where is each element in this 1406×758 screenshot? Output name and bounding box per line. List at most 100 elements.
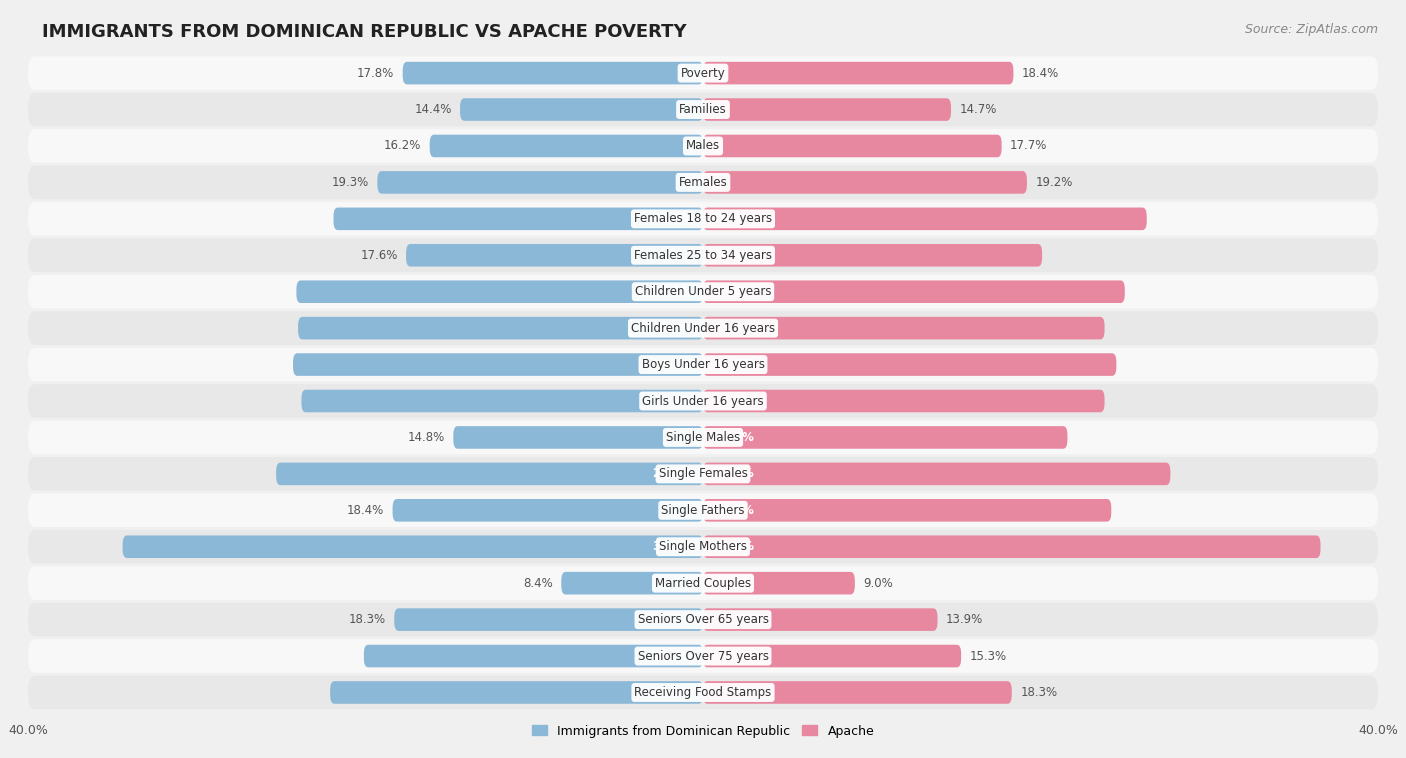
Text: Poverty: Poverty <box>681 67 725 80</box>
Text: 25.0%: 25.0% <box>713 285 754 298</box>
Text: 18.3%: 18.3% <box>349 613 385 626</box>
Text: 14.8%: 14.8% <box>408 431 444 444</box>
FancyBboxPatch shape <box>703 244 1042 267</box>
FancyBboxPatch shape <box>703 135 1001 157</box>
Text: Boys Under 16 years: Boys Under 16 years <box>641 358 765 371</box>
Text: Single Males: Single Males <box>666 431 740 444</box>
Text: 17.7%: 17.7% <box>1010 139 1047 152</box>
FancyBboxPatch shape <box>703 645 962 667</box>
Text: Males: Males <box>686 139 720 152</box>
Text: 17.8%: 17.8% <box>357 67 394 80</box>
FancyBboxPatch shape <box>453 426 703 449</box>
Legend: Immigrants from Dominican Republic, Apache: Immigrants from Dominican Republic, Apac… <box>527 719 879 743</box>
FancyBboxPatch shape <box>28 275 1378 309</box>
FancyBboxPatch shape <box>28 493 1378 527</box>
FancyBboxPatch shape <box>703 390 1105 412</box>
FancyBboxPatch shape <box>28 384 1378 418</box>
Text: Females 25 to 34 years: Females 25 to 34 years <box>634 249 772 262</box>
FancyBboxPatch shape <box>301 390 703 412</box>
Text: Seniors Over 75 years: Seniors Over 75 years <box>637 650 769 662</box>
FancyBboxPatch shape <box>28 639 1378 673</box>
Text: 22.1%: 22.1% <box>652 686 693 699</box>
FancyBboxPatch shape <box>28 239 1378 272</box>
Text: Source: ZipAtlas.com: Source: ZipAtlas.com <box>1244 23 1378 36</box>
FancyBboxPatch shape <box>297 280 703 303</box>
Text: 34.4%: 34.4% <box>652 540 693 553</box>
FancyBboxPatch shape <box>703 62 1014 84</box>
Text: 15.3%: 15.3% <box>970 650 1007 662</box>
Text: 18.3%: 18.3% <box>1021 686 1057 699</box>
Text: 27.7%: 27.7% <box>713 468 754 481</box>
FancyBboxPatch shape <box>703 99 950 121</box>
FancyBboxPatch shape <box>298 317 703 340</box>
FancyBboxPatch shape <box>28 566 1378 600</box>
FancyBboxPatch shape <box>28 166 1378 199</box>
FancyBboxPatch shape <box>703 681 1012 703</box>
FancyBboxPatch shape <box>28 92 1378 127</box>
Text: Girls Under 16 years: Girls Under 16 years <box>643 394 763 408</box>
FancyBboxPatch shape <box>703 426 1067 449</box>
FancyBboxPatch shape <box>122 535 703 558</box>
Text: Receiving Food Stamps: Receiving Food Stamps <box>634 686 772 699</box>
Text: 21.9%: 21.9% <box>652 212 693 225</box>
Text: 21.6%: 21.6% <box>713 431 754 444</box>
Text: 17.6%: 17.6% <box>360 249 398 262</box>
FancyBboxPatch shape <box>406 244 703 267</box>
FancyBboxPatch shape <box>402 62 703 84</box>
Text: 20.1%: 20.1% <box>713 249 754 262</box>
Text: 9.0%: 9.0% <box>863 577 893 590</box>
FancyBboxPatch shape <box>460 99 703 121</box>
FancyBboxPatch shape <box>276 462 703 485</box>
Text: 20.1%: 20.1% <box>652 650 693 662</box>
FancyBboxPatch shape <box>28 530 1378 563</box>
FancyBboxPatch shape <box>703 353 1116 376</box>
Text: 8.4%: 8.4% <box>523 577 553 590</box>
FancyBboxPatch shape <box>28 603 1378 637</box>
Text: 24.2%: 24.2% <box>713 504 754 517</box>
Text: 13.9%: 13.9% <box>946 613 983 626</box>
FancyBboxPatch shape <box>703 499 1111 522</box>
FancyBboxPatch shape <box>28 312 1378 345</box>
FancyBboxPatch shape <box>703 317 1105 340</box>
Text: 24.1%: 24.1% <box>652 285 693 298</box>
Text: 23.8%: 23.8% <box>713 321 754 334</box>
FancyBboxPatch shape <box>703 572 855 594</box>
FancyBboxPatch shape <box>561 572 703 594</box>
Text: 19.2%: 19.2% <box>1035 176 1073 189</box>
Text: Single Fathers: Single Fathers <box>661 504 745 517</box>
Text: 25.3%: 25.3% <box>652 468 693 481</box>
FancyBboxPatch shape <box>333 208 703 230</box>
FancyBboxPatch shape <box>28 457 1378 490</box>
Text: 14.4%: 14.4% <box>415 103 451 116</box>
FancyBboxPatch shape <box>703 535 1320 558</box>
Text: 24.0%: 24.0% <box>652 321 693 334</box>
Text: Children Under 5 years: Children Under 5 years <box>634 285 772 298</box>
Text: Single Females: Single Females <box>658 468 748 481</box>
FancyBboxPatch shape <box>28 421 1378 454</box>
FancyBboxPatch shape <box>28 129 1378 163</box>
FancyBboxPatch shape <box>28 202 1378 236</box>
Text: 18.4%: 18.4% <box>1022 67 1059 80</box>
FancyBboxPatch shape <box>28 348 1378 381</box>
FancyBboxPatch shape <box>28 675 1378 709</box>
Text: 14.7%: 14.7% <box>959 103 997 116</box>
FancyBboxPatch shape <box>703 609 938 631</box>
Text: 24.5%: 24.5% <box>713 358 754 371</box>
Text: Children Under 16 years: Children Under 16 years <box>631 321 775 334</box>
FancyBboxPatch shape <box>377 171 703 194</box>
FancyBboxPatch shape <box>703 171 1026 194</box>
Text: 18.4%: 18.4% <box>347 504 384 517</box>
FancyBboxPatch shape <box>330 681 703 703</box>
Text: Single Mothers: Single Mothers <box>659 540 747 553</box>
Text: Families: Families <box>679 103 727 116</box>
FancyBboxPatch shape <box>392 499 703 522</box>
FancyBboxPatch shape <box>28 56 1378 90</box>
Text: 24.3%: 24.3% <box>652 358 693 371</box>
FancyBboxPatch shape <box>703 208 1147 230</box>
Text: 36.6%: 36.6% <box>713 540 754 553</box>
Text: 23.8%: 23.8% <box>713 394 754 408</box>
FancyBboxPatch shape <box>430 135 703 157</box>
Text: 19.3%: 19.3% <box>332 176 368 189</box>
Text: 26.3%: 26.3% <box>713 212 754 225</box>
Text: 23.8%: 23.8% <box>652 394 693 408</box>
